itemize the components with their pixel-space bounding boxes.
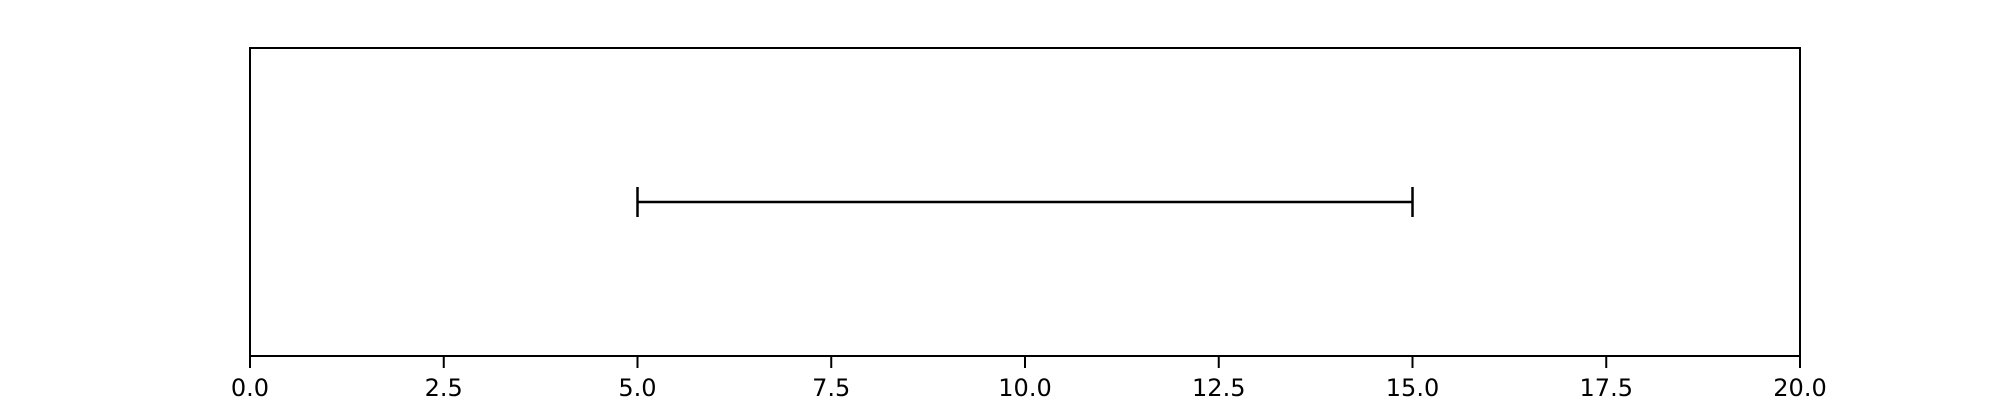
- x-tick-label: 10.0: [998, 374, 1051, 400]
- x-axis-tick-labels: 0.0 2.5 5.0 7.5 10.0 12.5 15.0 17.5 20.0: [231, 374, 1827, 402]
- x-tick-label: 5.0: [618, 374, 656, 400]
- x-tick-label: 12.5: [1192, 374, 1245, 400]
- x-tick-label: 15.0: [1386, 374, 1439, 400]
- x-tick-label: 7.5: [812, 374, 850, 400]
- x-tick-label: 20.0: [1773, 374, 1826, 400]
- x-axis-ticks: [249, 356, 1801, 368]
- x-tick-label: 0.0: [231, 374, 269, 400]
- x-tick-label: 2.5: [425, 374, 463, 400]
- x-tick-label: 17.5: [1580, 374, 1633, 400]
- errorbar-marks: [636, 187, 1414, 217]
